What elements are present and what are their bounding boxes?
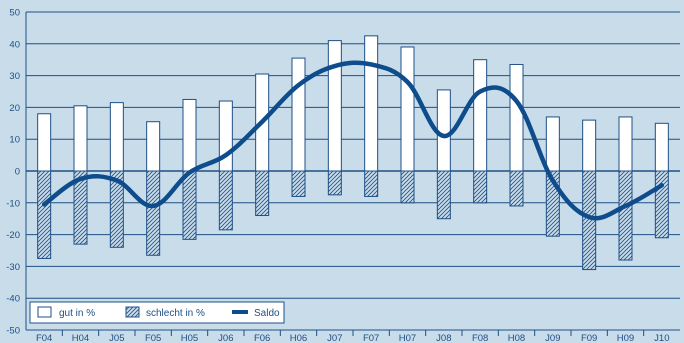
x-tick-label: F04 (36, 333, 52, 343)
bar-gut (291, 57, 306, 172)
x-tick-label: J08 (436, 333, 451, 343)
x-tick-label: F05 (145, 333, 161, 343)
y-tick-label: 40 (9, 39, 20, 50)
x-tick-label: F08 (472, 333, 488, 343)
bar-gut (364, 35, 379, 172)
bar-schlecht (73, 170, 88, 245)
x-tick-label: H04 (72, 333, 89, 343)
bar-gut (582, 119, 597, 172)
bar-gut (327, 40, 342, 172)
legend-label-saldo: Saldo (254, 308, 280, 319)
bar-schlecht (400, 170, 415, 204)
legend-label-gut: gut in % (59, 308, 95, 319)
bar-schlecht (218, 170, 233, 231)
bar-gut (400, 46, 415, 172)
bar-schlecht (618, 170, 633, 261)
bar-gut (182, 98, 197, 172)
y-tick-label: 20 (9, 103, 20, 114)
grid-layer (26, 11, 680, 299)
bar-gut (436, 89, 451, 172)
bar-gut (218, 100, 233, 172)
bar-schlecht (255, 170, 270, 217)
y-tick-label: -50 (6, 326, 20, 337)
bars-layer (37, 35, 669, 271)
line-layer (41, 60, 665, 221)
bar-gut (73, 105, 88, 172)
x-tick-label: J10 (654, 333, 669, 343)
x-tick-label: F09 (581, 333, 597, 343)
y-tick-label: 10 (9, 135, 20, 146)
bar-schlecht (37, 170, 52, 259)
bar-schlecht (291, 170, 306, 197)
x-tick-label: H07 (399, 333, 416, 343)
x-tick-label: H09 (617, 333, 634, 343)
bar-schlecht (654, 170, 669, 239)
x-tick-label: J07 (327, 333, 342, 343)
bar-schlecht (436, 170, 451, 220)
bar-gut (109, 102, 124, 172)
x-tick-label: H08 (508, 333, 525, 343)
legend-box (29, 301, 285, 324)
y-tick-label: 0 (15, 167, 20, 178)
x-tick-label: J09 (545, 333, 560, 343)
x-tick-label: J06 (218, 333, 233, 343)
bar-gut (545, 116, 560, 172)
x-tick-label: F07 (363, 333, 379, 343)
bar-schlecht (364, 170, 379, 197)
axis-layer: 50 40 30 20 10 0 -10 -20 -30 -40 -50 F04 H04 J05 F05 H0… (6, 8, 680, 343)
legend-swatch-gut (37, 306, 52, 318)
bar-gut (618, 116, 633, 172)
saldo-line (41, 60, 665, 221)
bar-gut (473, 59, 488, 172)
x-tick-label: H06 (290, 333, 307, 343)
bar-gut (509, 63, 524, 172)
legend: gut in % schlecht in % Saldo (29, 301, 285, 324)
y-tick-label: -30 (6, 262, 20, 273)
bar-schlecht (146, 170, 161, 256)
x-tick-label: J05 (109, 333, 124, 343)
x-tick-label: F06 (254, 333, 270, 343)
x-tick-label: H05 (181, 333, 198, 343)
legend-label-schlecht: schlecht in % (146, 308, 205, 319)
bar-schlecht (182, 170, 197, 240)
bar-schlecht (473, 170, 488, 204)
bar-gut (146, 121, 161, 172)
bar-gut (37, 113, 52, 172)
bar-schlecht (109, 170, 124, 248)
legend-swatch-schlecht (125, 306, 140, 318)
bar-schlecht (327, 170, 342, 196)
y-tick-label: -20 (6, 230, 20, 241)
y-tick-label: -40 (6, 294, 20, 305)
bar-gut (654, 122, 669, 172)
y-tick-label: -10 (6, 198, 20, 209)
y-tick-label: 30 (9, 71, 20, 82)
y-tick-label: 50 (9, 8, 20, 19)
bar-schlecht (509, 170, 524, 207)
